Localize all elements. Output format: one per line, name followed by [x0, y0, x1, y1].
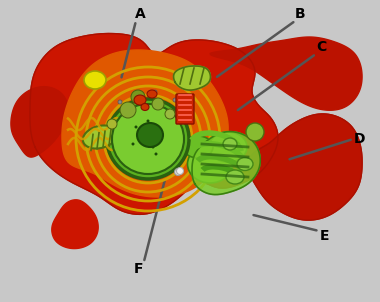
- Ellipse shape: [141, 104, 149, 111]
- Ellipse shape: [174, 169, 182, 175]
- Ellipse shape: [134, 95, 146, 105]
- Ellipse shape: [158, 127, 161, 130]
- Ellipse shape: [209, 132, 247, 162]
- Polygon shape: [30, 34, 278, 214]
- Ellipse shape: [165, 109, 175, 119]
- Ellipse shape: [147, 90, 157, 98]
- Ellipse shape: [112, 104, 184, 174]
- Ellipse shape: [147, 120, 149, 123]
- Polygon shape: [52, 200, 98, 249]
- Polygon shape: [11, 87, 68, 157]
- Ellipse shape: [131, 90, 145, 104]
- Polygon shape: [248, 114, 362, 220]
- Ellipse shape: [183, 136, 213, 158]
- Text: C: C: [316, 40, 326, 54]
- Ellipse shape: [120, 102, 136, 118]
- Ellipse shape: [138, 133, 141, 136]
- Text: D: D: [353, 132, 365, 146]
- Ellipse shape: [107, 119, 117, 129]
- Ellipse shape: [84, 71, 106, 89]
- Ellipse shape: [131, 143, 135, 146]
- Ellipse shape: [246, 123, 264, 141]
- Text: A: A: [135, 7, 146, 21]
- Ellipse shape: [135, 126, 138, 128]
- Polygon shape: [210, 37, 362, 110]
- Ellipse shape: [83, 125, 117, 149]
- Polygon shape: [192, 132, 260, 194]
- Ellipse shape: [187, 145, 233, 183]
- Text: E: E: [320, 229, 329, 243]
- Ellipse shape: [226, 170, 244, 184]
- Ellipse shape: [152, 98, 164, 110]
- Ellipse shape: [137, 123, 163, 147]
- Ellipse shape: [153, 90, 157, 94]
- Ellipse shape: [155, 153, 157, 156]
- Polygon shape: [174, 66, 211, 90]
- Text: F: F: [134, 262, 143, 276]
- Polygon shape: [62, 50, 228, 197]
- Ellipse shape: [223, 138, 237, 150]
- Ellipse shape: [173, 98, 177, 102]
- Ellipse shape: [237, 158, 253, 171]
- Ellipse shape: [107, 99, 189, 179]
- Ellipse shape: [118, 100, 122, 104]
- FancyBboxPatch shape: [176, 94, 194, 124]
- Ellipse shape: [152, 146, 155, 149]
- Ellipse shape: [176, 168, 184, 175]
- Text: B: B: [295, 7, 306, 21]
